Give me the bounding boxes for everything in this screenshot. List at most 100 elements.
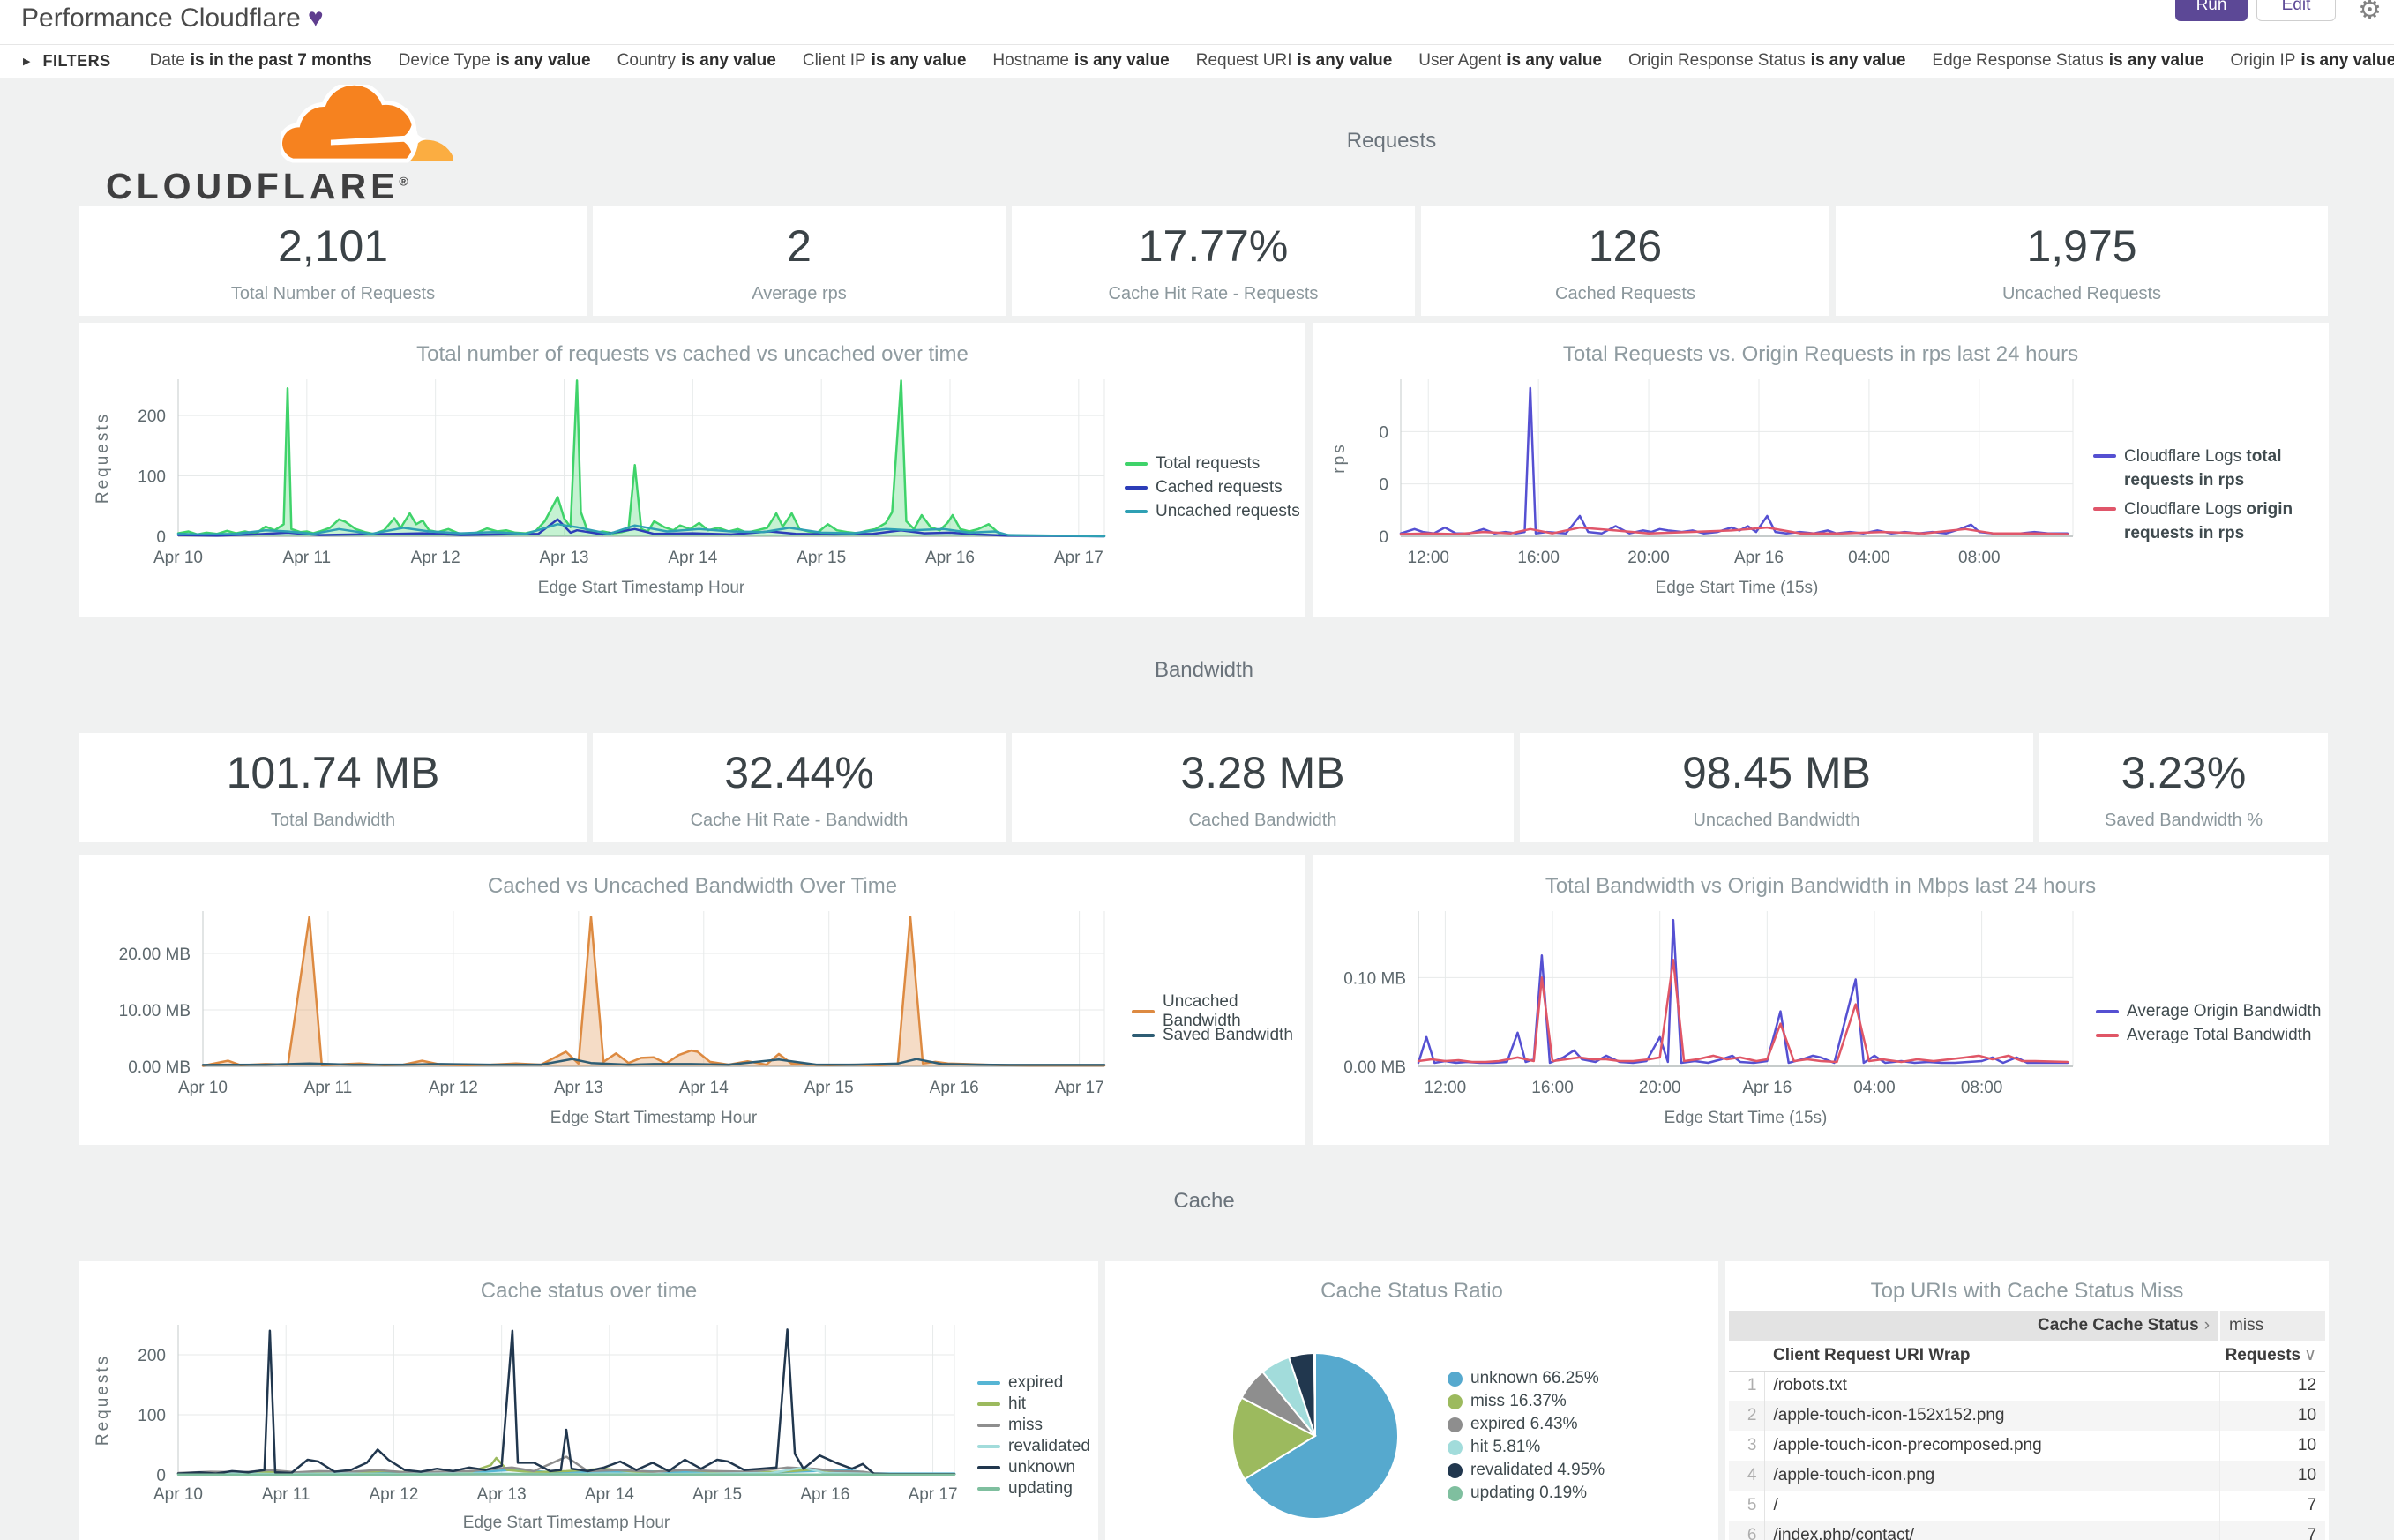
legend-item-expired[interactable]: expired [977, 1372, 1090, 1394]
filter-item-hostname[interactable]: Hostname is any value [992, 51, 1169, 71]
filter-item-device-type[interactable]: Device Type is any value [399, 51, 591, 71]
legend-item-updating[interactable]: updating [977, 1478, 1090, 1499]
kpi-value: 1,975 [2026, 221, 2137, 271]
kpi-value: 3.23% [2121, 748, 2247, 797]
svg-text:Apr 16: Apr 16 [1734, 549, 1784, 567]
svg-text:04:00: 04:00 [1853, 1079, 1896, 1097]
svg-text:Requests: Requests [94, 412, 112, 504]
filter-item-country[interactable]: Country is any value [617, 51, 776, 71]
gear-icon[interactable]: ⚙ [2358, 0, 2382, 25]
legend-item-unknown[interactable]: unknown 66.25% [1448, 1367, 1605, 1390]
legend-item-uncached-bandwidth[interactable]: Uncached Bandwidth [1132, 992, 1305, 1030]
column-header-uri[interactable]: Client Request URI Wrap [1764, 1341, 2220, 1372]
requests-cell: 12 [2297, 1376, 2317, 1395]
filter-item-user-agent[interactable]: User Agent is any value [1418, 51, 1602, 71]
kpi-label: Total Bandwidth [270, 811, 396, 830]
filter-item-client-ip[interactable]: Client IP is any value [803, 51, 967, 71]
legend-item-hit[interactable]: hit 5.81% [1448, 1436, 1605, 1459]
cloudflare-logo: CLOUDFLARE® [106, 85, 459, 206]
chart-plot-bandwidth-over-time[interactable]: Apr 10 Apr 11 Apr 12 Apr 13 Apr 14 Apr 15 Apr … [79, 855, 1305, 1145]
legend-item-miss[interactable]: miss 16.37% [1448, 1390, 1605, 1413]
legend-dot-icon [1448, 1485, 1463, 1501]
filter-item-origin-ip[interactable]: Origin IP is any value [2231, 51, 2394, 71]
row-number: 6 [1729, 1521, 1765, 1540]
row-number: 5 [1729, 1491, 1765, 1521]
legend-item-unknown[interactable]: unknown [977, 1457, 1090, 1478]
requests-kpi-uncached-requests: 1,975 Uncached Requests [1836, 206, 2328, 316]
legend-item-revalidated[interactable]: revalidated [977, 1436, 1090, 1457]
kpi-label: Cache Hit Rate - Requests [1108, 284, 1319, 303]
uri-cell[interactable]: /apple-touch-icon.png [1764, 1461, 2220, 1491]
uri-cell[interactable]: /apple-touch-icon-precomposed.png [1764, 1431, 2220, 1461]
chart-title: Total Requests vs. Origin Requests in rp… [1562, 342, 2079, 366]
legend-label: Cached requests [1156, 477, 1283, 497]
legend-item-hit[interactable]: hit [977, 1394, 1090, 1415]
table-row: 5/ 7 [1729, 1491, 2325, 1521]
uri-cell[interactable]: / [1764, 1491, 2220, 1521]
pivot-value-miss: miss [2219, 1311, 2326, 1341]
edit-button[interactable]: Edit [2256, 0, 2336, 21]
section-heading-bandwidth: Bandwidth [1154, 658, 1254, 682]
legend-item-uncached-requests[interactable]: Uncached requests [1125, 499, 1300, 523]
column-header-requests[interactable]: Requests ∨ [2219, 1341, 2326, 1372]
legend-item-cloudflare-logs-origin-requests-in-rps[interactable]: Cloudflare Logs origin requests in rps [2093, 497, 2318, 545]
chart-plot-rps-24h[interactable]: 12:00 16:00 20:00 Apr 16 04:00 08:00 0 0 0 Edge S… [1313, 323, 2329, 617]
uri-cell[interactable]: /apple-touch-icon-152x152.png [1764, 1401, 2220, 1431]
chart-plot-bandwidth-24h[interactable]: 12:00 16:00 20:00 Apr 16 04:00 08:00 0.00 MB 0.… [1313, 855, 2329, 1145]
legend-item-saved-bandwidth[interactable]: Saved Bandwidth [1132, 1023, 1305, 1047]
filters-expand-icon[interactable]: ▶ [23, 56, 31, 67]
chevron-right-icon: › [2203, 1316, 2211, 1334]
filter-item-origin-response-status[interactable]: Origin Response Status is any value [1628, 51, 1905, 71]
chart-plot-requests-over-time[interactable]: Apr 10 Apr 11 Apr 12 Apr 13 Apr 14 Apr 15 Apr … [79, 323, 1305, 617]
top-uris-table: Cache Cache Status › miss Client Request UR… [1729, 1311, 2326, 1540]
legend-dot-icon [1448, 1417, 1463, 1432]
svg-text:08:00: 08:00 [1961, 1079, 2003, 1097]
legend-item-revalidated[interactable]: revalidated 4.95% [1448, 1459, 1605, 1482]
pivot-header-cache-status[interactable]: Cache Cache Status › [1729, 1311, 2221, 1341]
svg-text:Apr 12: Apr 12 [369, 1485, 418, 1504]
legend-item-cloudflare-logs-total-requests-in-rps[interactable]: Cloudflare Logs total requests in rps [2093, 445, 2318, 492]
legend-swatch-icon [977, 1466, 1000, 1469]
svg-text:Apr 14: Apr 14 [585, 1485, 634, 1504]
chart-title: Total Bandwidth vs Origin Bandwidth in M… [1545, 874, 2097, 898]
svg-text:Edge Start Timestamp Hour: Edge Start Timestamp Hour [463, 1514, 670, 1532]
chart-title: Cache Status Ratio [1320, 1279, 1503, 1303]
svg-text:Apr 16: Apr 16 [1742, 1079, 1792, 1097]
legend-item-total-requests[interactable]: Total requests [1125, 452, 1300, 475]
legend-swatch-icon [1132, 1033, 1155, 1037]
pie-plot-cache-status-ratio[interactable] [1105, 1261, 1718, 1540]
svg-text:Apr 16: Apr 16 [925, 549, 975, 567]
svg-text:Apr 11: Apr 11 [304, 1079, 353, 1097]
filter-item-edge-response-status[interactable]: Edge Response Status is any value [1932, 51, 2203, 71]
svg-text:Edge Start Time (15s): Edge Start Time (15s) [1665, 1109, 1828, 1127]
legend-item-miss[interactable]: miss [977, 1415, 1090, 1436]
kpi-label: Uncached Bandwidth [1693, 811, 1860, 830]
svg-text:0: 0 [1379, 528, 1388, 547]
requests-kpi-average-rps: 2 Average rps [593, 206, 1006, 316]
filter-item-request-uri[interactable]: Request URI is any value [1196, 51, 1393, 71]
kpi-label: Cache Hit Rate - Bandwidth [690, 811, 909, 830]
requests-kpi-row: 2,101 Total Number of Requests 2 Average rp… [79, 206, 2329, 316]
svg-text:Apr 11: Apr 11 [283, 549, 332, 567]
kpi-value: 3.28 MB [1180, 748, 1345, 797]
chart-card-bandwidth-over-time: Cached vs Uncached Bandwidth Over Time Ap… [79, 855, 1305, 1145]
legend-item-average-total-bandwidth[interactable]: Average Total Bandwidth [2096, 1023, 2321, 1047]
bandwidth-kpi-cache-hit-rate-bandwidth: 32.44% Cache Hit Rate - Bandwidth [593, 733, 1006, 842]
legend-item-expired[interactable]: expired 6.43% [1448, 1413, 1605, 1436]
kpi-value: 98.45 MB [1681, 748, 1871, 797]
legend-item-updating[interactable]: updating 0.19% [1448, 1482, 1605, 1505]
requests-cell: 10 [2297, 1406, 2317, 1424]
requests-cell: 10 [2297, 1436, 2317, 1454]
kpi-value: 126 [1588, 221, 1663, 271]
uri-cell[interactable]: /robots.txt [1764, 1371, 2220, 1401]
filter-field: Client IP [802, 51, 866, 70]
legend-item-cached-requests[interactable]: Cached requests [1125, 475, 1300, 499]
filter-item-date[interactable]: Date is in the past 7 months [150, 51, 372, 71]
run-button[interactable]: Run [2175, 0, 2248, 21]
chart-title: Top URIs with Cache Status Miss [1870, 1279, 2184, 1303]
uri-cell[interactable]: /index.php/contact/ [1764, 1521, 2220, 1540]
chart-plot-cache-status-over-time[interactable]: Apr 10 Apr 11 Apr 12 Apr 13 Apr 14 Apr 15 Apr … [79, 1261, 1098, 1540]
legend-item-average-origin-bandwidth[interactable]: Average Origin Bandwidth [2096, 999, 2321, 1023]
chart-title: Cached vs Uncached Bandwidth Over Time [487, 874, 898, 898]
legend-swatch-icon [2096, 1009, 2119, 1013]
